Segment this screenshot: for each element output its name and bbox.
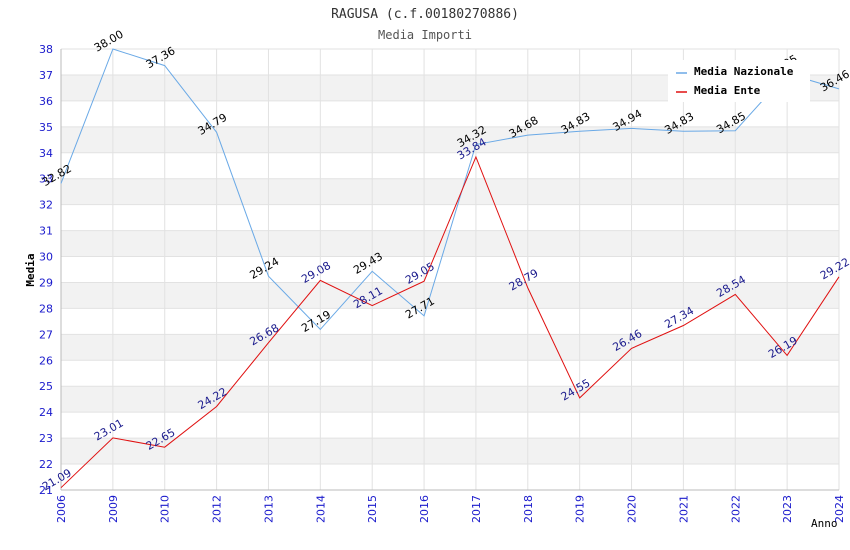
legend-label-nazionale: Media Nazionale: [694, 65, 794, 78]
legend: Media Nazionale Media Ente: [668, 60, 810, 102]
x-tick-label: 2022: [729, 495, 742, 523]
x-tick-label: 2024: [833, 495, 846, 523]
x-tick-label: 2018: [522, 495, 535, 523]
y-tick-label: 33: [39, 173, 53, 186]
x-tick-label: 2015: [366, 495, 379, 523]
y-tick-label: 31: [39, 225, 53, 238]
data-label: 38.00: [92, 28, 126, 55]
x-tick-label: 2016: [418, 495, 431, 523]
x-tick-label: 2009: [107, 495, 120, 523]
chart-title: RAGUSA (c.f.00180270886): [331, 7, 519, 22]
series-lines: [60, 48, 840, 489]
x-tick-label: 2020: [626, 495, 639, 523]
band: [61, 438, 839, 465]
band: [61, 386, 839, 413]
y-tick-label: 38: [39, 43, 53, 56]
series-line-1: [60, 155, 840, 489]
y-axis-label: Media: [24, 253, 37, 286]
data-label: 29.08: [299, 259, 333, 286]
x-tick-label: 2006: [55, 495, 68, 523]
y-tick-label: 22: [39, 458, 53, 471]
data-label: 27.19: [299, 308, 333, 335]
band: [61, 282, 839, 309]
y-tick-label: 34: [39, 147, 53, 160]
y-tick-label: 25: [39, 380, 53, 393]
data-label: 37.36: [144, 44, 178, 71]
grid-lines: [60, 48, 840, 491]
chart-subtitle: Media Importi: [378, 28, 472, 42]
legend-label-ente: Media Ente: [694, 84, 761, 97]
data-label: 29.24: [248, 255, 282, 282]
y-tick-label: 36: [39, 95, 53, 108]
x-tick-label: 2023: [781, 495, 794, 523]
band: [61, 334, 839, 361]
y-tick-labels: 21 22 23 24 25 26 27 28 29 30 31 32 33 34 35 36 37 38: [39, 43, 53, 497]
x-tick-label: 2021: [677, 495, 690, 523]
band: [61, 230, 839, 257]
series-line-0: [60, 48, 840, 331]
x-tick-labels: 2006 2009 2010 2012 2013 2014 2015 2016 2017 2018…: [55, 495, 846, 523]
y-tick-label: 27: [39, 328, 53, 341]
y-tick-label: 32: [39, 199, 53, 212]
x-tick-label: 2013: [262, 495, 275, 523]
data-label: 29.22: [818, 255, 850, 282]
y-tick-label: 35: [39, 121, 53, 134]
y-tick-label: 29: [39, 276, 53, 289]
y-tick-label: 26: [39, 354, 53, 367]
band: [61, 178, 839, 205]
x-axis-label: Anno: [811, 517, 838, 530]
y-tick-label: 23: [39, 432, 53, 445]
y-tick-label: 24: [39, 406, 53, 419]
x-tick-label: 2014: [314, 495, 327, 523]
legend-box: [668, 60, 810, 102]
y-tick-label: 37: [39, 69, 53, 82]
axes: [60, 49, 839, 491]
y-tick-label: 30: [39, 251, 53, 264]
x-tick-label: 2012: [211, 495, 224, 523]
y-tick-label: 21: [39, 484, 53, 497]
x-tick-label: 2017: [470, 495, 483, 523]
x-tick-label: 2019: [574, 495, 587, 523]
x-tick-label: 2010: [159, 495, 172, 523]
background-bands: [61, 74, 839, 465]
y-tick-label: 28: [39, 302, 53, 315]
